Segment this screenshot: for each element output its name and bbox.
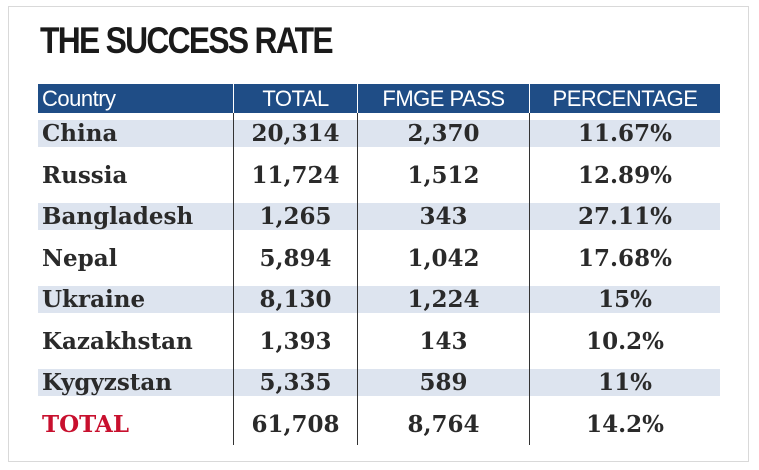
header-country: Country [38,84,234,113]
table-row: Russia 11,724 1,512 12.89% [38,154,720,196]
row-country: Kazakhstan [38,320,234,362]
row-pass: 143 [358,320,530,362]
row-percentage: 11.67% [578,120,672,147]
row-total: 1,265 [234,196,358,238]
row-percentage: 27.11% [578,203,672,230]
row-pass: 2,370 [358,113,530,155]
total-count: 61,708 [234,403,358,445]
table-row: Ukraine 8,130 1,224 15% [38,279,720,321]
total-label: TOTAL [38,403,234,445]
row-country: Bangladesh [38,196,234,238]
row-total: 5,335 [234,362,358,404]
success-rate-table: Country TOTAL FMGE PASS PERCENTAGE China… [38,84,720,445]
row-total: 1,393 [234,320,358,362]
row-pass: 343 [358,196,530,238]
row-country: China [38,113,234,155]
table-row: Kazakhstan 1,393 143 10.2% [38,320,720,362]
row-pass: 1,512 [358,154,530,196]
row-stripe [38,369,720,396]
chart-title: THE SUCCESS RATE [40,20,334,61]
table-row: China 20,314 2,370 11.67% [38,113,720,155]
row-percentage: 12.89% [578,161,672,189]
row-pass: 1,224 [358,279,530,321]
row-percentage: 17.68% [578,244,672,272]
row-percentage: 11% [598,369,652,396]
total-pass: 8,764 [358,403,530,445]
table-row: Bangladesh 1,265 343 27.11% [38,196,720,238]
table-header: Country TOTAL FMGE PASS PERCENTAGE [38,84,720,113]
row-total: 11,724 [234,154,358,196]
table-total-row: TOTAL 61,708 8,764 14.2% [38,403,720,445]
row-country: Nepal [38,237,234,279]
row-total: 20,314 [234,113,358,155]
row-percentage: 15% [598,286,652,313]
row-total: 8,130 [234,279,358,321]
row-country: Ukraine [38,279,234,321]
table-row: Kygyzstan 5,335 589 11% [38,362,720,404]
total-percentage: 14.2% [586,410,664,438]
row-country: Kygyzstan [38,362,234,404]
header-percentage: PERCENTAGE [552,86,698,111]
table-row: Nepal 5,894 1,042 17.68% [38,237,720,279]
header-total: TOTAL [234,84,358,113]
row-stripe [38,203,720,230]
row-stripe [38,120,720,147]
row-total: 5,894 [234,237,358,279]
row-percentage: 10.2% [586,327,664,355]
row-country: Russia [38,154,234,196]
row-pass: 589 [358,362,530,404]
row-pass: 1,042 [358,237,530,279]
row-stripe [38,286,720,313]
header-fmge-pass: FMGE PASS [358,84,530,113]
